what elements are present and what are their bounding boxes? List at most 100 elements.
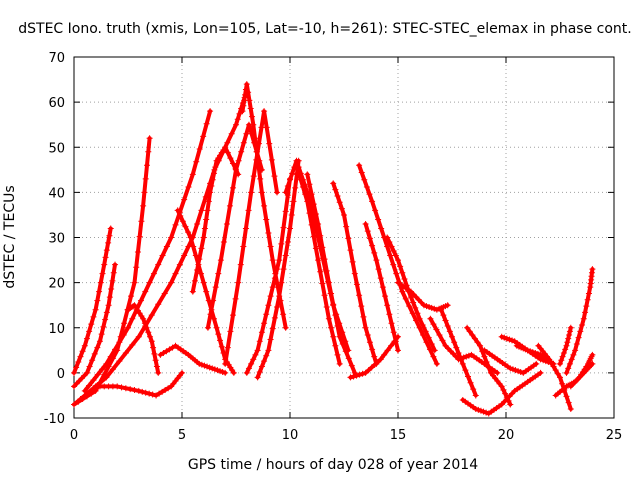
data-point-marker bbox=[582, 309, 589, 316]
data-point-marker bbox=[229, 312, 236, 319]
data-point-marker bbox=[247, 105, 254, 112]
data-point-marker bbox=[455, 350, 462, 357]
data-point-marker bbox=[589, 266, 596, 273]
data-point-marker bbox=[256, 338, 263, 345]
data-point-marker bbox=[566, 360, 573, 367]
data-point-marker bbox=[88, 321, 95, 328]
data-point-marker bbox=[312, 245, 319, 252]
data-point-marker bbox=[258, 329, 265, 336]
data-point-marker bbox=[509, 337, 516, 344]
data-point-marker bbox=[498, 333, 505, 340]
data-series-9 bbox=[189, 144, 242, 295]
data-point-marker bbox=[163, 348, 170, 355]
data-point-marker bbox=[477, 407, 484, 414]
data-series-20 bbox=[362, 220, 401, 354]
data-point-marker bbox=[250, 121, 257, 128]
data-point-marker bbox=[210, 297, 217, 304]
data-series-2 bbox=[71, 135, 153, 408]
data-point-marker bbox=[426, 346, 433, 353]
data-point-marker bbox=[416, 315, 423, 322]
data-point-marker bbox=[97, 279, 104, 286]
data-point-marker bbox=[265, 347, 272, 354]
data-point-marker bbox=[407, 288, 414, 295]
data-point-marker bbox=[450, 350, 457, 357]
data-point-marker bbox=[537, 369, 544, 376]
data-point-marker bbox=[263, 216, 270, 223]
data-point-marker bbox=[215, 331, 222, 338]
data-point-marker bbox=[240, 102, 247, 109]
data-point-marker bbox=[332, 186, 339, 193]
data-point-marker bbox=[560, 350, 567, 357]
data-point-marker bbox=[135, 333, 142, 340]
data-point-marker bbox=[564, 339, 571, 346]
data-point-marker bbox=[336, 199, 343, 206]
data-point-marker bbox=[310, 201, 317, 208]
data-point-marker bbox=[194, 220, 201, 227]
data-point-marker bbox=[361, 176, 368, 183]
data-point-marker bbox=[146, 390, 153, 397]
data-point-marker bbox=[83, 335, 90, 342]
data-point-marker bbox=[250, 356, 257, 363]
data-point-marker bbox=[413, 294, 420, 301]
data-point-marker bbox=[106, 294, 113, 301]
data-point-marker bbox=[464, 324, 471, 331]
data-point-marker bbox=[573, 340, 580, 347]
data-point-marker bbox=[345, 355, 352, 362]
data-point-marker bbox=[94, 344, 101, 351]
data-point-marker bbox=[121, 320, 128, 327]
data-point-marker bbox=[229, 184, 236, 191]
data-point-marker bbox=[269, 284, 276, 291]
data-point-marker bbox=[210, 170, 217, 177]
data-point-marker bbox=[472, 405, 479, 412]
data-point-marker bbox=[498, 401, 505, 408]
data-point-marker bbox=[200, 234, 207, 241]
data-point-marker bbox=[81, 342, 88, 349]
data-point-marker bbox=[114, 383, 121, 390]
data-point-marker bbox=[105, 302, 112, 309]
data-point-marker bbox=[239, 108, 246, 115]
data-point-marker bbox=[163, 243, 170, 250]
y-tick-label: 20 bbox=[48, 277, 65, 292]
data-point-marker bbox=[433, 360, 440, 367]
data-point-marker bbox=[557, 360, 563, 367]
data-point-marker bbox=[134, 248, 141, 255]
data-point-marker bbox=[160, 350, 167, 357]
data-point-marker bbox=[401, 276, 408, 283]
data-point-marker bbox=[222, 369, 229, 376]
data-series-0 bbox=[71, 225, 114, 376]
data-point-marker bbox=[282, 252, 289, 259]
data-point-marker bbox=[252, 135, 259, 142]
data-point-marker bbox=[563, 393, 570, 400]
data-point-marker bbox=[230, 369, 237, 376]
data-point-marker bbox=[477, 342, 484, 349]
data-point-marker bbox=[325, 315, 332, 322]
data-point-marker bbox=[201, 362, 208, 369]
data-point-marker bbox=[224, 344, 231, 351]
data-point-marker bbox=[369, 242, 376, 249]
data-point-marker bbox=[568, 356, 575, 363]
data-series-13 bbox=[243, 175, 293, 376]
series-line bbox=[536, 343, 573, 411]
data-point-marker bbox=[213, 324, 220, 331]
data-point-marker bbox=[198, 207, 205, 214]
data-point-marker bbox=[258, 124, 265, 131]
data-point-marker bbox=[223, 220, 230, 227]
data-point-marker bbox=[356, 162, 363, 169]
data-point-marker bbox=[237, 261, 244, 268]
data-point-marker bbox=[135, 387, 142, 394]
data-point-marker bbox=[268, 156, 275, 163]
data-point-marker bbox=[267, 336, 274, 343]
data-point-marker bbox=[127, 386, 134, 393]
data-point-marker bbox=[369, 198, 376, 205]
data-point-marker bbox=[233, 166, 239, 173]
data-point-marker bbox=[295, 169, 302, 176]
data-point-marker bbox=[375, 266, 382, 273]
data-point-marker bbox=[433, 326, 440, 333]
data-point-marker bbox=[90, 313, 97, 320]
data-point-marker bbox=[245, 207, 252, 214]
data-point-marker bbox=[203, 216, 210, 223]
data-point-marker bbox=[362, 369, 369, 376]
data-point-marker bbox=[463, 353, 470, 360]
data-point-marker bbox=[377, 356, 384, 363]
data-point-marker bbox=[282, 208, 289, 215]
